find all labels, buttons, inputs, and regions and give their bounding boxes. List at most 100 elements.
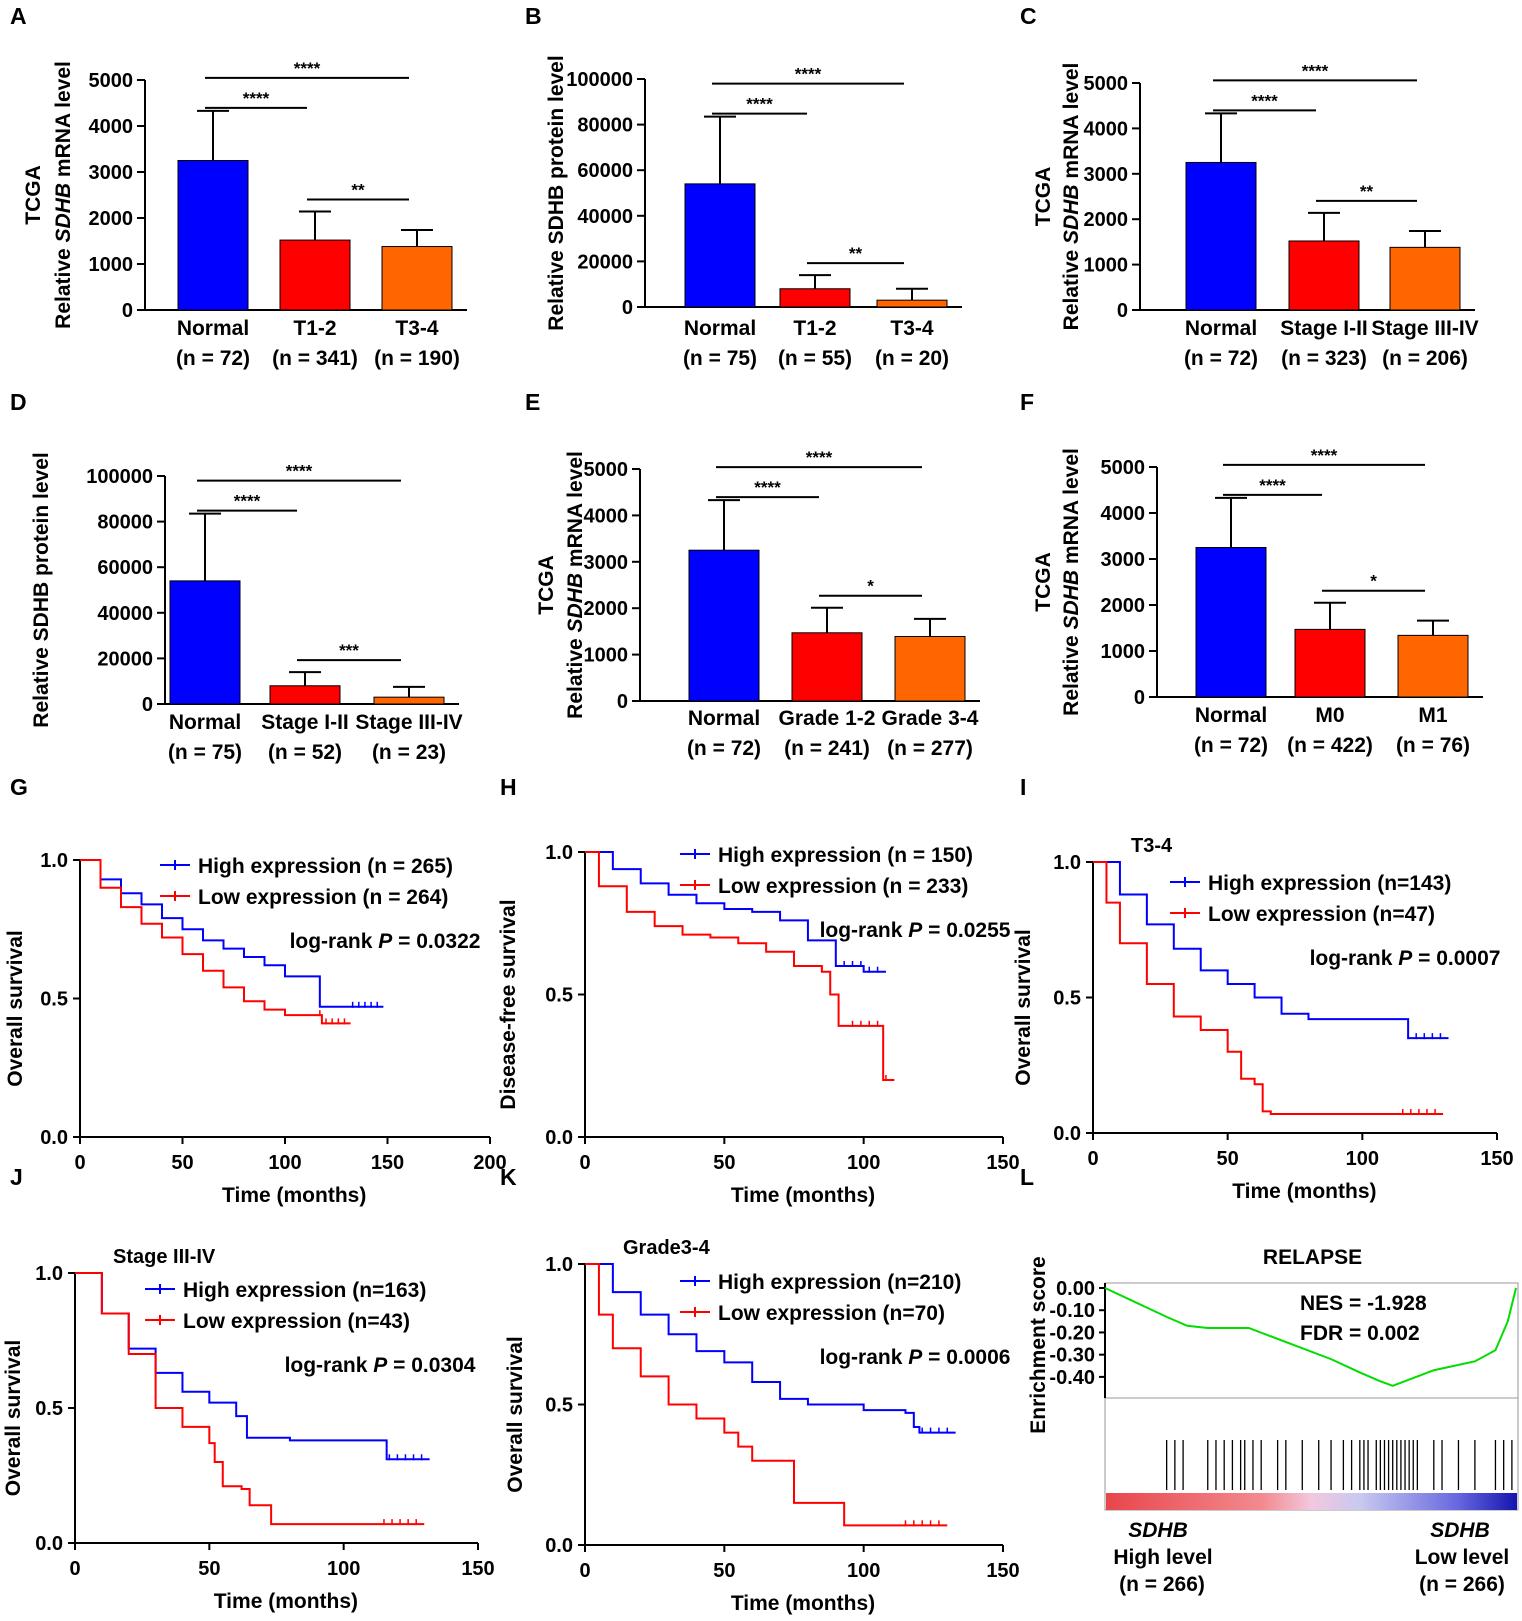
x-tick-label: 150 <box>461 1558 494 1580</box>
sample-size-label: (n = 206) <box>1382 347 1468 370</box>
y-axis-label: Disease-free survival <box>497 899 520 1109</box>
legend-label: High expression (n=210) <box>718 1271 961 1294</box>
survival-chart-J: 0 50 100 150 0.0 0.5 1.0 Time (months) Overall s… <box>2 1246 495 1613</box>
significance-label: ** <box>1360 182 1374 201</box>
panel-letter-E: E <box>525 389 540 415</box>
logrank-p-label: log-rank P = 0.0006 <box>820 1346 1011 1369</box>
x-tick-label: 50 <box>171 1152 193 1174</box>
x-tick-label: 150 <box>371 1152 404 1174</box>
panel-letter-H: H <box>500 774 517 800</box>
low-expression-curve <box>585 1263 948 1527</box>
y-axis-label: Relative SDHB protein level <box>545 55 568 330</box>
y-axis-label: TCGA <box>535 555 558 615</box>
y-tick-label: 40000 <box>577 206 633 228</box>
y-axis-label: Overall survival <box>1012 929 1035 1085</box>
x-tick-label: 100 <box>1346 1148 1379 1170</box>
y-tick-label: 0 <box>1134 687 1145 709</box>
y-tick-label: 1.0 <box>40 850 68 872</box>
legend-label: Low expression (n=43) <box>183 1310 410 1333</box>
category-label: Normal <box>1195 704 1267 727</box>
bar <box>779 288 851 308</box>
x-axis-label: Time (months) <box>214 1590 358 1613</box>
logrank-p-label: log-rank P = 0.0255 <box>820 919 1011 942</box>
bar <box>688 549 760 702</box>
sample-size-label: (n = 72) <box>687 737 761 760</box>
low-level-label: Low level <box>1415 1546 1510 1569</box>
y-tick-label: 0.0 <box>40 1127 68 1149</box>
y-tick-label: 5000 <box>1084 73 1129 95</box>
significance-label: **** <box>1259 476 1286 495</box>
y-tick-label: 0.5 <box>545 1395 573 1417</box>
bar <box>169 580 241 705</box>
y-tick-label: 0.5 <box>545 985 573 1007</box>
category-label: Normal <box>169 711 241 734</box>
significance-label: **** <box>1311 446 1338 465</box>
bar-chart-E: 0 1000 2000 3000 4000 5000 TCGA Relative SDHB m… <box>535 448 980 760</box>
sample-size-label: (n = 75) <box>168 741 242 764</box>
y-tick-label: 60000 <box>577 160 633 182</box>
legend-label: Low expression (n=70) <box>718 1302 945 1325</box>
y-tick-label: 5000 <box>89 70 134 92</box>
bar <box>269 685 341 705</box>
x-tick-label: 150 <box>986 1152 1019 1174</box>
bar-chart-A: 0 1000 2000 3000 4000 5000 TCGA Relative SDHB m… <box>22 59 467 370</box>
significance-label: *** <box>339 641 359 660</box>
y-axis-label: Enrichment score <box>1027 1256 1050 1433</box>
y-tick-label: 2000 <box>1084 209 1129 231</box>
x-tick-label: 100 <box>847 1152 880 1174</box>
y-tick-label: 0 <box>1117 300 1128 322</box>
gsea-title: RELAPSE <box>1263 1246 1362 1269</box>
y-axis-label: Overall survival <box>2 1340 25 1496</box>
y-tick-label: 4000 <box>584 505 629 527</box>
significance-label: **** <box>234 492 261 511</box>
legend-label: High expression (n=143) <box>1208 872 1451 895</box>
high-level-label: High level <box>1113 1546 1212 1569</box>
y-tick-label: 40000 <box>97 603 153 625</box>
y-tick-label: 1000 <box>89 254 134 276</box>
sample-size-label: (n = 323) <box>1281 347 1367 370</box>
survival-chart-H: 0 50 100 150 0.0 0.5 1.0 Time (months) Disease-f… <box>497 842 1020 1207</box>
y-tick-label: 0.0 <box>545 1535 573 1557</box>
y-axis-label: Relative SDHB mRNA level <box>52 61 75 329</box>
panel-letter-D: D <box>10 389 27 415</box>
sample-size-label: (n = 52) <box>268 741 342 764</box>
low-level-gene: SDHB <box>1430 1519 1490 1542</box>
y-tick-label: 3000 <box>1084 164 1129 186</box>
nes-label: NES = -1.928 <box>1300 1292 1427 1315</box>
category-label: Grade 3-4 <box>882 707 979 730</box>
sample-size-label: (n = 20) <box>875 347 949 370</box>
high-level-gene: SDHB <box>1128 1519 1188 1542</box>
y-axis-label: Relative SDHB protein level <box>30 452 53 727</box>
y-tick-label: 0 <box>122 300 133 322</box>
survival-chart-K: 0 50 100 150 0.0 0.5 1.0 Time (months) Overall s… <box>504 1237 1020 1615</box>
bar <box>894 636 966 702</box>
x-tick-label: 50 <box>198 1558 220 1580</box>
low-expression-curve <box>1093 861 1444 1116</box>
bar <box>1195 547 1267 698</box>
y-tick-label: 0.5 <box>40 989 68 1011</box>
legend-label: Low expression (n = 233) <box>718 875 968 898</box>
bar <box>373 696 445 705</box>
legend-label: High expression (n = 265) <box>198 855 453 878</box>
x-tick-label: 150 <box>986 1560 1019 1582</box>
sample-size-label: (n = 55) <box>778 347 852 370</box>
logrank-p-label: log-rank P = 0.0007 <box>1310 947 1501 970</box>
survival-chart-G: 0 50 100 150 200 0.0 0.5 1.0 Time (months) Overal… <box>4 850 507 1207</box>
legend-label: High expression (n=163) <box>183 1279 426 1302</box>
y-tick-label: 1.0 <box>545 842 573 864</box>
legend-label: High expression (n = 150) <box>718 844 973 867</box>
y-tick-label: 4000 <box>89 116 134 138</box>
y-tick-label: 5000 <box>1101 457 1146 479</box>
category-label: T3-4 <box>890 317 934 340</box>
low-expression-curve <box>585 851 895 1081</box>
significance-label: * <box>867 577 874 596</box>
category-label: Normal <box>177 317 249 340</box>
x-axis-label: Time (months) <box>731 1184 875 1207</box>
subtitle: T3-4 <box>1131 835 1173 857</box>
category-label: M0 <box>1315 704 1344 727</box>
y-axis-label: Relative SDHB mRNA level <box>1060 63 1083 331</box>
significance-label: * <box>1370 572 1377 591</box>
panel-letter-J: J <box>10 1164 23 1190</box>
